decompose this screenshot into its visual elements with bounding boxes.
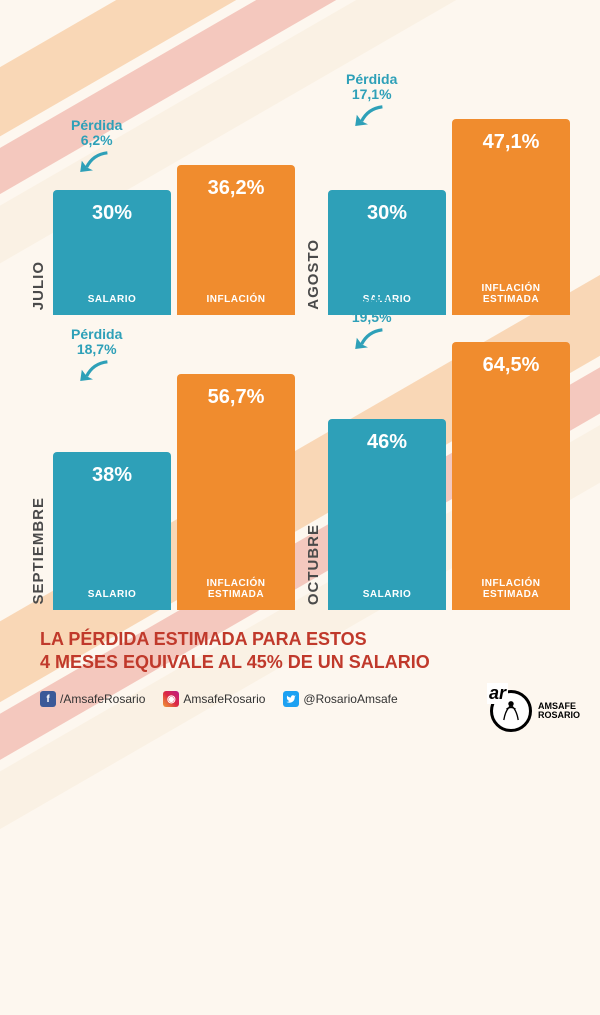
salary-bar: 30% SALARIO (53, 190, 171, 315)
month-label: AGOSTO (305, 239, 322, 310)
month-label: OCTUBRE (305, 524, 322, 605)
loss-callout: Pérdida18,7% (71, 327, 122, 393)
loss-label: Pérdida17,1% (346, 72, 397, 103)
social-instagram[interactable]: ◉ AmsafeRosario (163, 691, 265, 707)
inflation-label: INFLACIÓNESTIMADA (482, 283, 541, 305)
chart-panel-septiembre: SEPTIEMBRE Pérdida18,7% 38% SALARIO 56,7… (30, 335, 295, 610)
salary-label: SALARIO (88, 294, 137, 305)
arrow-icon (77, 149, 117, 179)
logo-text: AMSAFE ROSARIO (538, 702, 580, 720)
arrow-icon (352, 326, 392, 356)
chart-panel-julio: JULIO Pérdida6,2% 30% SALARIO 36,2% INFL… (30, 40, 295, 315)
logo-icon (490, 690, 532, 732)
inflation-bar: 36,2% INFLACIÓN (177, 165, 295, 315)
loss-label: Pérdida19,5% (346, 295, 397, 326)
salary-value: 38% (92, 464, 132, 487)
twitter-handle: @RosarioAmsafe (303, 692, 397, 706)
salary-label: SALARIO (363, 589, 412, 600)
bars-area: Pérdida18,7% 38% SALARIO 56,7% INFLACIÓN… (53, 335, 295, 610)
footer-line-2: 4 MESES EQUIVALE AL 45% DE UN SALARIO (40, 651, 560, 674)
charts-grid: JULIO Pérdida6,2% 30% SALARIO 36,2% INFL… (0, 0, 600, 620)
bars-area: Pérdida17,1% 30% SALARIO 47,1% INFLACIÓN… (328, 40, 570, 315)
inflation-bar: 47,1% INFLACIÓNESTIMADA (452, 119, 570, 315)
salary-value: 46% (367, 431, 407, 454)
inflation-bar: 56,7% INFLACIÓNESTIMADA (177, 374, 295, 610)
inflation-value: 36,2% (208, 177, 265, 200)
inflation-value: 47,1% (483, 131, 540, 154)
footer-summary: LA PÉRDIDA ESTIMADA PARA ESTOS 4 MESES E… (0, 620, 600, 673)
loss-callout: Pérdida17,1% (346, 72, 397, 138)
facebook-handle: /AmsafeRosario (60, 692, 145, 706)
social-facebook[interactable]: f /AmsafeRosario (40, 691, 145, 707)
twitter-icon (283, 691, 299, 707)
loss-callout: Pérdida6,2% (71, 118, 122, 184)
salary-value: 30% (367, 202, 407, 225)
salary-bar: 38% SALARIO (53, 452, 171, 610)
month-label: JULIO (30, 261, 47, 310)
chart-panel-octubre: OCTUBRE Pérdida19,5% 46% SALARIO 64,5% I… (305, 335, 570, 610)
bars-area: Pérdida6,2% 30% SALARIO 36,2% INFLACIÓN (53, 40, 295, 315)
inflation-label: INFLACIÓNESTIMADA (482, 578, 541, 600)
inflation-value: 56,7% (208, 386, 265, 409)
facebook-icon: f (40, 691, 56, 707)
loss-label: Pérdida18,7% (71, 327, 122, 358)
inflation-label: INFLACIÓN (207, 294, 266, 305)
inflation-label: INFLACIÓNESTIMADA (207, 578, 266, 600)
month-label: SEPTIEMBRE (30, 497, 47, 605)
loss-label: Pérdida6,2% (71, 118, 122, 149)
chart-panel-agosto: AGOSTO Pérdida17,1% 30% SALARIO 47,1% IN… (305, 40, 570, 315)
footer-line-1: LA PÉRDIDA ESTIMADA PARA ESTOS (40, 628, 560, 651)
bars-area: Pérdida19,5% 46% SALARIO 64,5% INFLACIÓN… (328, 335, 570, 610)
instagram-handle: AmsafeRosario (183, 692, 265, 706)
loss-callout: Pérdida19,5% (346, 295, 397, 361)
salary-label: SALARIO (88, 589, 137, 600)
salary-bar: 46% SALARIO (328, 419, 446, 610)
brand-logo: AMSAFE ROSARIO (490, 690, 580, 732)
salary-value: 30% (92, 202, 132, 225)
inflation-value: 64,5% (483, 354, 540, 377)
arrow-icon (77, 358, 117, 388)
instagram-icon: ◉ (163, 691, 179, 707)
social-twitter[interactable]: @RosarioAmsafe (283, 691, 397, 707)
inflation-bar: 64,5% INFLACIÓNESTIMADA (452, 342, 570, 610)
arrow-icon (352, 103, 392, 133)
